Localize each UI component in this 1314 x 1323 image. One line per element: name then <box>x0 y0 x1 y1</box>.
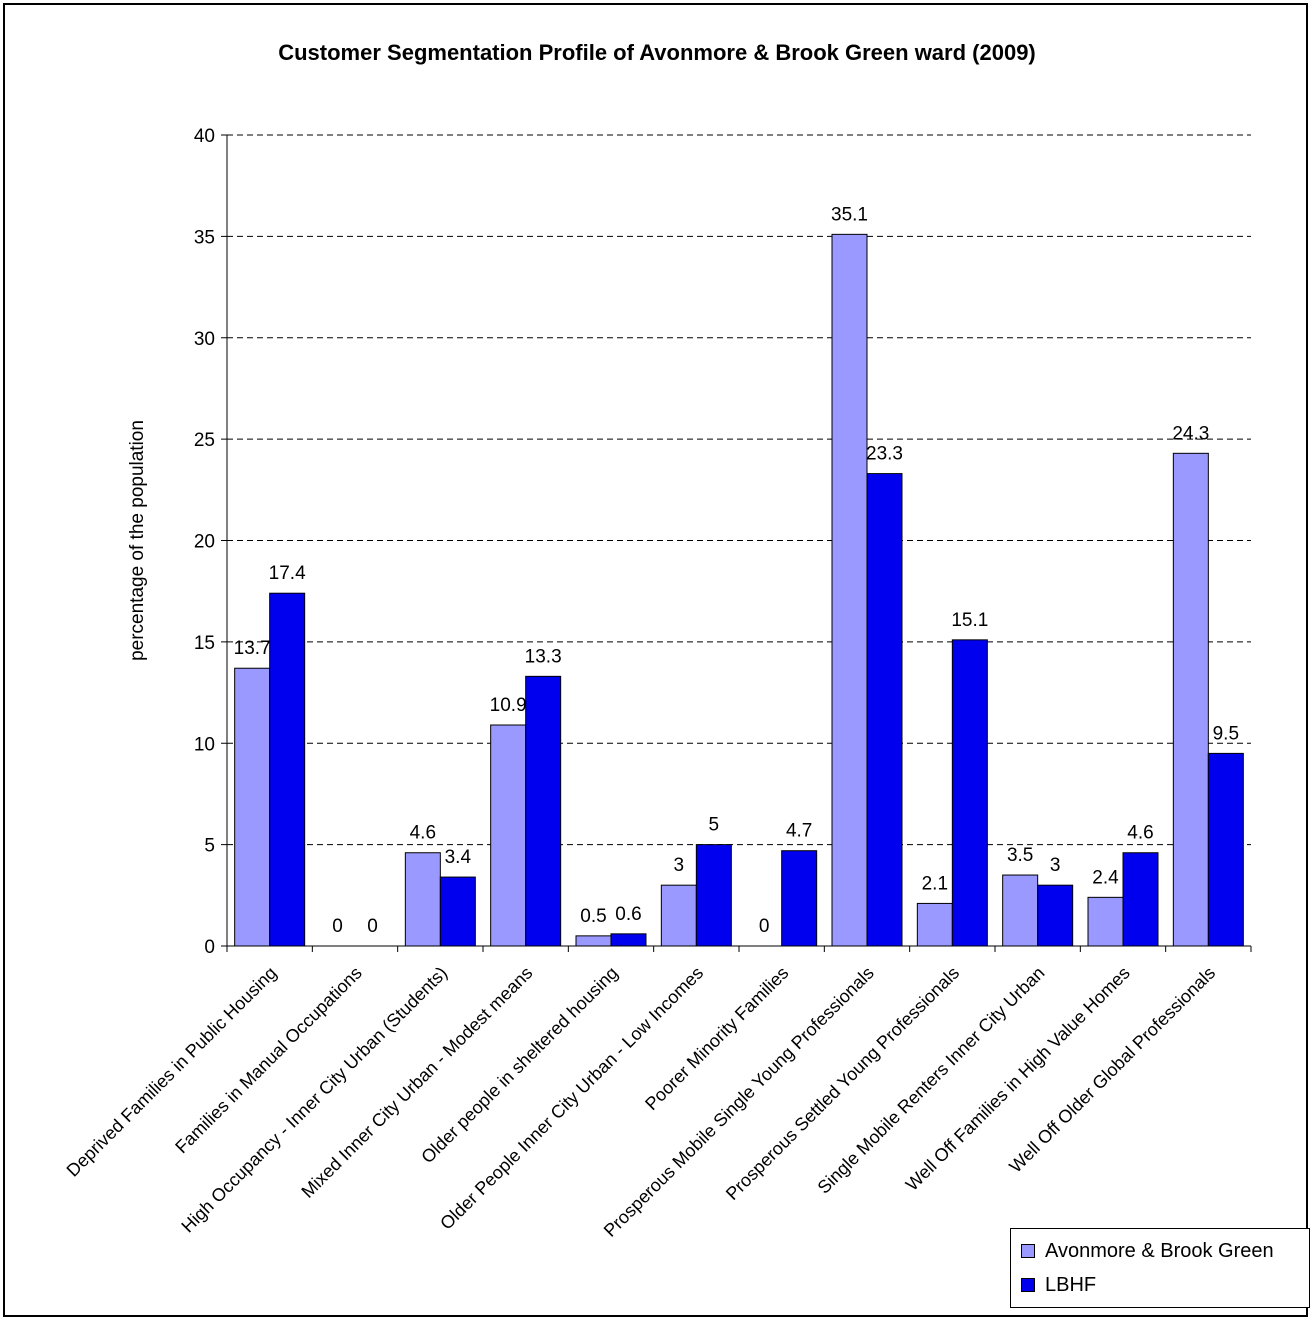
bar-series-2 <box>781 850 818 947</box>
data-label-series-2: 0.6 <box>615 904 641 925</box>
bar-series-1 <box>916 902 953 947</box>
legend-item-series-1: Avonmore & Brook Green <box>1021 1239 1274 1263</box>
x-tick-label: Families in Manual Occupations <box>171 963 366 1158</box>
data-label-series-1: 2.1 <box>922 873 948 894</box>
data-label-series-1: 24.3 <box>1172 423 1209 444</box>
data-label-series-1: 35.1 <box>831 204 868 225</box>
data-label-series-2: 23.3 <box>866 444 903 465</box>
bar-series-2 <box>866 473 903 947</box>
data-label-series-2: 4.7 <box>786 821 812 842</box>
bar-series-2 <box>951 639 988 947</box>
data-label-series-2: 15.1 <box>951 610 988 631</box>
legend-label-series-1: Avonmore & Brook Green <box>1045 1239 1274 1262</box>
data-label-series-2: 0 <box>367 916 378 937</box>
y-tick-label: 0 <box>204 937 215 958</box>
data-label-series-1: 0 <box>332 916 343 937</box>
x-tick-label: Poorer Minority Families <box>641 963 792 1114</box>
bar-series-2 <box>1207 752 1244 947</box>
bar-series-1 <box>404 852 441 947</box>
bar-series-1 <box>660 884 697 947</box>
bar-series-1 <box>1087 896 1124 947</box>
y-tick-label: 15 <box>194 633 215 654</box>
data-label-series-1: 10.9 <box>490 695 527 716</box>
data-label-series-1: 0.5 <box>580 906 606 927</box>
legend-swatch-series-1 <box>1021 1244 1035 1258</box>
bar-series-2 <box>1037 884 1074 947</box>
bar-series-2 <box>695 844 732 947</box>
y-tick-label: 30 <box>194 329 215 350</box>
bar-series-2 <box>1122 852 1159 947</box>
y-tick-label: 5 <box>204 836 215 857</box>
data-label-series-1: 3.5 <box>1007 845 1033 866</box>
y-tick-label: 25 <box>194 430 215 451</box>
y-axis-label: percentage of the population <box>127 420 148 661</box>
legend-label-series-2: LBHF <box>1045 1273 1097 1296</box>
legend-swatch-series-2 <box>1021 1278 1035 1292</box>
data-label-series-2: 3.4 <box>445 847 472 868</box>
bar-series-2 <box>525 675 562 947</box>
bar-series-1 <box>490 724 527 947</box>
data-label-series-1: 3 <box>674 855 685 876</box>
legend: Avonmore & Brook Green LBHF <box>1010 1228 1310 1308</box>
bar-series-2 <box>439 876 476 947</box>
bar-series-2 <box>610 933 647 947</box>
data-label-series-2: 5 <box>709 815 720 836</box>
y-tick-label: 35 <box>194 227 215 248</box>
data-label-series-2: 4.6 <box>1127 823 1153 844</box>
y-tick-label: 10 <box>194 734 215 755</box>
data-label-series-2: 9.5 <box>1213 723 1239 744</box>
data-label-series-1: 0 <box>759 916 770 937</box>
bar-series-1 <box>831 233 868 947</box>
data-label-series-2: 13.3 <box>525 646 562 667</box>
legend-item-series-2: LBHF <box>1021 1273 1096 1297</box>
bar-series-1 <box>234 667 271 947</box>
bar-series-1 <box>1172 452 1209 947</box>
data-label-series-2: 17.4 <box>269 563 306 584</box>
chart-title: Customer Segmentation Profile of Avonmor… <box>278 40 1036 65</box>
y-tick-label: 20 <box>194 532 215 553</box>
data-label-series-1: 4.6 <box>410 823 436 844</box>
data-label-series-1: 2.4 <box>1092 867 1119 888</box>
bar-series-1 <box>575 935 612 947</box>
chart-frame <box>3 3 1308 1317</box>
bar-series-1 <box>1002 874 1039 947</box>
data-label-series-1: 13.7 <box>234 638 271 659</box>
y-tick-label: 40 <box>194 126 215 147</box>
bar-series-2 <box>269 592 306 947</box>
data-label-series-2: 3 <box>1050 855 1061 876</box>
